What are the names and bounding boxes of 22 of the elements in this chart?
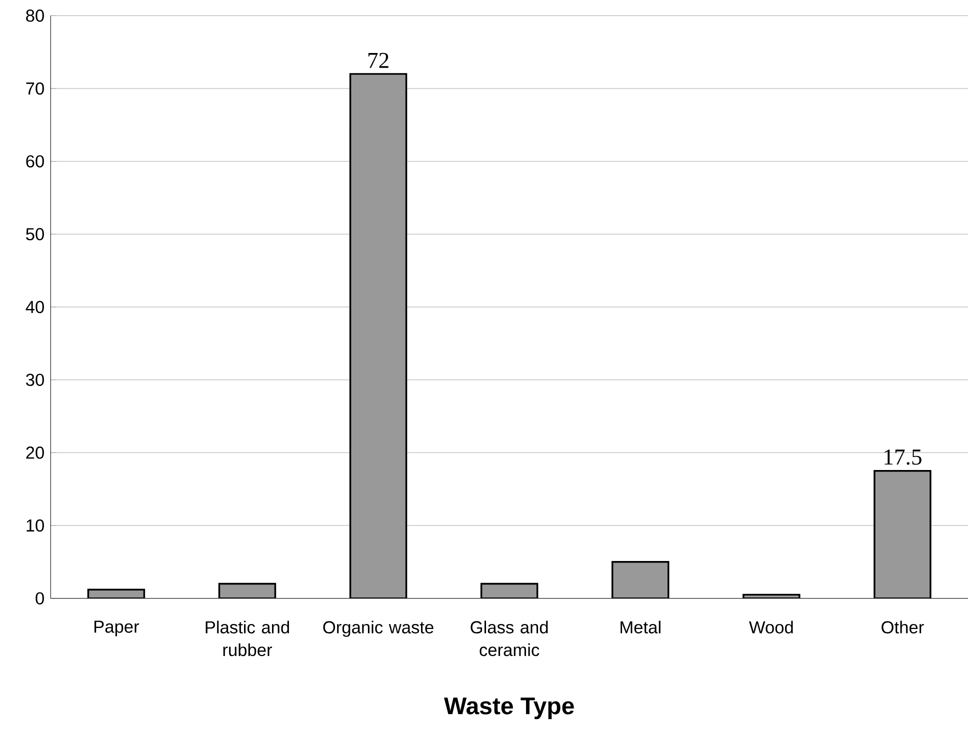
y-tick-label: 40 xyxy=(26,300,44,314)
x-tick-label: Metal xyxy=(620,620,660,634)
data-label: 72 xyxy=(368,52,388,68)
x-axis-title: Waste Type xyxy=(444,698,574,720)
y-tick-label: 70 xyxy=(26,82,44,95)
x-tick-label: Glass and ceramic xyxy=(470,620,548,656)
data-label: 17.5 xyxy=(884,450,922,465)
x-tick-label: Wood xyxy=(749,620,793,634)
x-tick-label: Paper xyxy=(94,620,140,636)
x-tick-label: Other xyxy=(882,620,924,634)
y-tick-label: 30 xyxy=(26,374,44,386)
bar xyxy=(612,561,670,598)
y-tick-label: 80 xyxy=(26,10,44,22)
y-tick-label: 0 xyxy=(36,592,44,604)
x-tick-label: Plastic and rubber xyxy=(206,620,289,656)
bar xyxy=(874,470,932,598)
bar xyxy=(349,73,408,598)
y-tick-label: 10 xyxy=(26,519,44,532)
x-tick-label: Organic waste xyxy=(323,620,434,637)
y-tick-label: 20 xyxy=(26,446,44,459)
y-tick-label: 60 xyxy=(26,155,44,168)
y-tick-label: 50 xyxy=(26,228,44,240)
